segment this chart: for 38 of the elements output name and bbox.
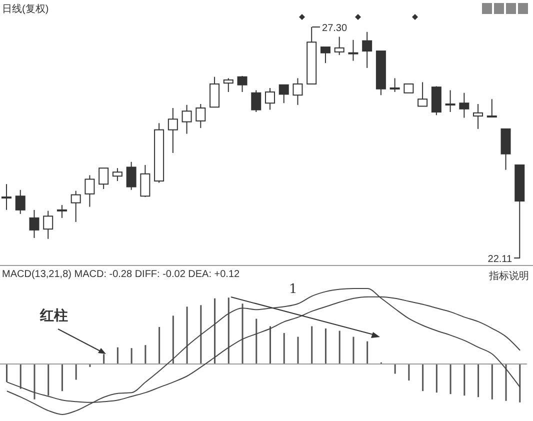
- candlestick: [348, 39, 358, 62]
- annotation: 1: [289, 282, 298, 297]
- annotation: 22.11: [488, 254, 512, 265]
- candlestick: [418, 82, 428, 107]
- candlestick: [98, 168, 109, 190]
- candlestick: [237, 75, 248, 92]
- candlestick: [182, 104, 192, 134]
- candlestick: [292, 78, 303, 106]
- candlestick: [278, 84, 289, 104]
- candlestick: [473, 104, 484, 130]
- candlestick: [84, 174, 95, 208]
- candlestick: [390, 78, 400, 92]
- candlestick: [29, 209, 40, 238]
- candlestick: [320, 46, 330, 64]
- candlestick: [362, 31, 372, 68]
- candlestick: [459, 92, 470, 118]
- candlestick: [43, 210, 54, 240]
- candlestick: [223, 78, 234, 92]
- candlestick: [334, 36, 344, 56]
- candlestick: [126, 161, 136, 190]
- candlestick: [445, 90, 456, 113]
- candlestick: [70, 190, 81, 222]
- candlestick: [210, 76, 220, 108]
- candlestick: [112, 168, 122, 182]
- chart-title: 日线(复权): [2, 2, 49, 16]
- candlestick: [2, 184, 12, 210]
- text: 指标说明: [489, 270, 529, 283]
- candlestick: [265, 87, 275, 110]
- annotation: 27.30: [322, 23, 348, 34]
- annotation: 红柱: [40, 307, 68, 325]
- candlestick: [168, 108, 178, 154]
- candlestick: [15, 189, 26, 214]
- chart-title: MACD(13,21,8) MACD: -0.28 DIFF: -0.02 DEA: +0.12: [2, 269, 240, 280]
- candlestick: [196, 104, 206, 129]
- candlestick: [486, 98, 497, 118]
- candlestick: [251, 90, 262, 113]
- candlestick: [56, 204, 67, 218]
- candlestick: [140, 164, 150, 198]
